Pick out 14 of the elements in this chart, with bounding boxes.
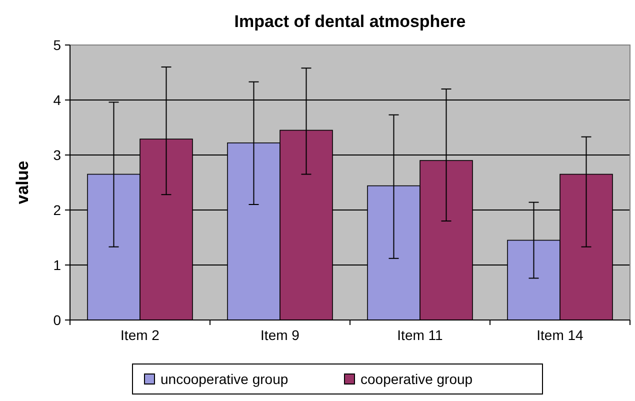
y-tick-label: 0 bbox=[53, 312, 62, 328]
x-tick-label: Item 11 bbox=[397, 327, 444, 343]
x-tick-label: Item 14 bbox=[536, 327, 584, 343]
y-tick-label: 3 bbox=[53, 146, 62, 163]
legend-label: cooperative group bbox=[360, 370, 473, 387]
legend-label: uncooperative group bbox=[160, 370, 288, 387]
x-tick-label: Item 9 bbox=[260, 327, 300, 343]
y-tick-label: 2 bbox=[53, 202, 62, 218]
chart-title: Impact of dental atmosphere bbox=[234, 12, 466, 31]
y-tick-label: 4 bbox=[53, 92, 62, 108]
y-tick-label: 1 bbox=[53, 256, 62, 273]
x-tick-label: Item 2 bbox=[120, 327, 160, 343]
y-tick-label: 5 bbox=[53, 36, 62, 53]
y-axis-title: value bbox=[13, 160, 32, 204]
